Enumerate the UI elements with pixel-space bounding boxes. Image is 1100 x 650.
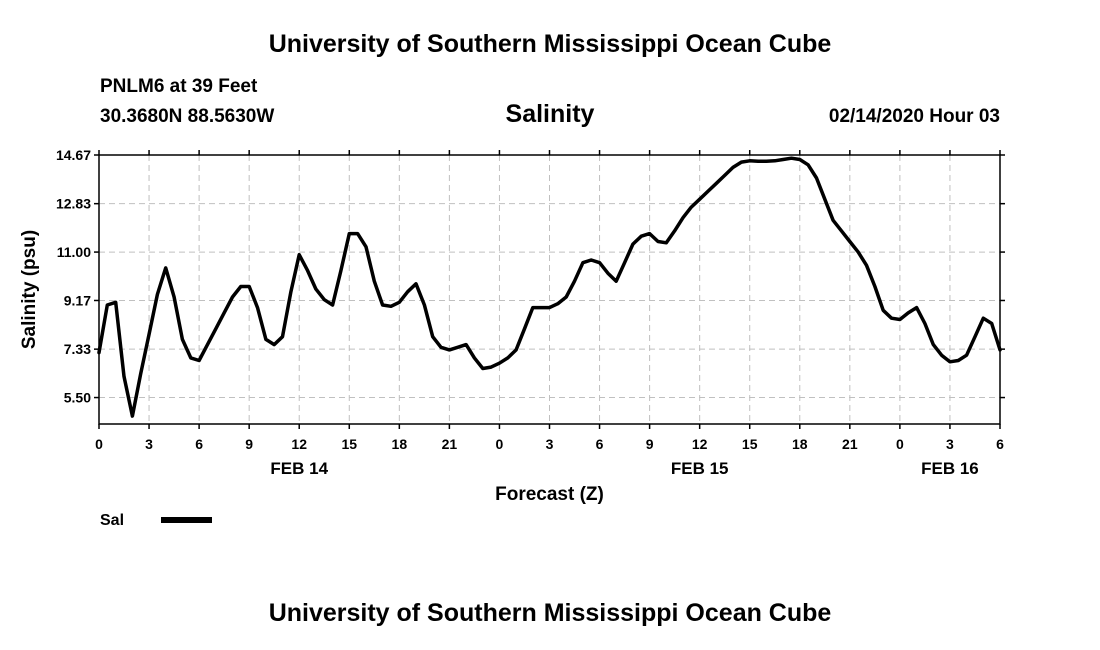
chart-title: Salinity [505,100,595,128]
x-tick-label: 15 [341,436,357,452]
x-tick-label: 12 [692,436,708,452]
x-tick-label: 3 [946,436,954,452]
x-tick-label: 21 [442,436,458,452]
forecast-run-time: 02/14/2020 Hour 03 [828,106,1000,127]
x-tick-label: 9 [646,436,654,452]
x-tick-label: 3 [546,436,554,452]
plot-frame [98,154,1001,425]
x-axis-label: Forecast (Z) [495,484,604,505]
x-tick-label: 18 [792,436,808,452]
y-axis-label: Salinity (psu) [19,230,40,349]
x-axis-ticks: 0 3 6 9 12 15 18 21 0 3 6 9 12 15 18 21 0 3 6 [95,150,1004,452]
day-label: FEB 16 [921,459,979,478]
x-tick-label: 3 [145,436,153,452]
x-tick-label: 15 [742,436,758,452]
x-tick-label: 12 [291,436,307,452]
station-name: PNLM6 at 39 Feet [100,76,258,97]
main-title: University of Southern Mississippi Ocean… [268,30,832,58]
y-tick-label: 5.50 [64,390,91,406]
y-tick-label: 11.00 [57,244,91,260]
y-tick-label: 7.33 [64,341,91,357]
y-tick-label: 14.67 [56,147,91,163]
legend-label: Sal [100,512,124,529]
x-tick-label: 0 [496,436,504,452]
y-tick-label: 12.83 [56,196,91,212]
y-axis-ticks: 14.67 12.83 11.00 9.17 7.33 5.50 [56,147,1005,406]
footer-title: University of Southern Mississippi Ocean… [268,599,832,627]
x-tick-label: 0 [95,436,103,452]
x-tick-label: 18 [392,436,408,452]
station-coordinates: 30.3680N 88.5630W [100,106,275,127]
x-tick-label: 0 [896,436,904,452]
x-tick-label: 9 [245,436,253,452]
x-tick-label: 6 [596,436,604,452]
series-layer [97,156,1002,418]
grid [99,154,1000,424]
y-tick-label: 9.17 [64,292,91,308]
x-tick-label: 6 [195,436,203,452]
day-labels: FEB 14 FEB 15 FEB 16 [270,459,978,478]
day-label: FEB 15 [671,459,729,478]
x-tick-label: 6 [996,436,1004,452]
day-label: FEB 14 [270,459,328,478]
legend: Sal [100,512,212,529]
series-line-sal [97,156,1002,418]
x-tick-label: 21 [842,436,858,452]
